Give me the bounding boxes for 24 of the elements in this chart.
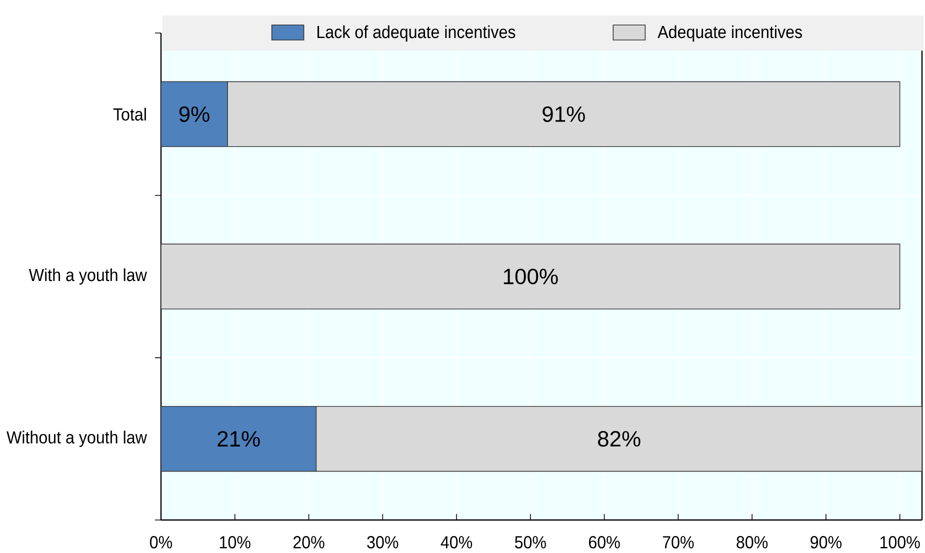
x-tick-label: 10% [220, 536, 250, 548]
x-tick-label: 60% [589, 536, 620, 548]
x-tick-label: 20% [293, 536, 324, 548]
legend-label: Lack of adequate incentives [318, 25, 516, 42]
x-tick-label: 30% [367, 536, 398, 548]
x-tick-label: 90% [810, 536, 842, 548]
data-label: 82% [598, 431, 640, 447]
bar [161, 81, 228, 148]
legend-label: Adequate incentives [658, 25, 802, 42]
x-tick-label: 40% [440, 536, 472, 548]
data-label: 9% [179, 106, 210, 122]
x-tick-label: 0% [150, 536, 172, 548]
x-tick-label: 70% [662, 536, 694, 548]
data-label: 91% [542, 106, 585, 122]
data-label: 100% [504, 268, 558, 284]
y-tick-label: Without a youth law [6, 430, 147, 447]
data-label: 21% [218, 431, 260, 447]
y-tick-label: Total [113, 108, 146, 121]
x-tick-label: 100% [880, 536, 920, 548]
bar [161, 244, 900, 310]
y-tick-label: With a youth law [28, 268, 147, 285]
bar [161, 406, 317, 472]
x-tick-label: 50% [514, 536, 546, 548]
x-tick-label: 80% [736, 536, 768, 548]
